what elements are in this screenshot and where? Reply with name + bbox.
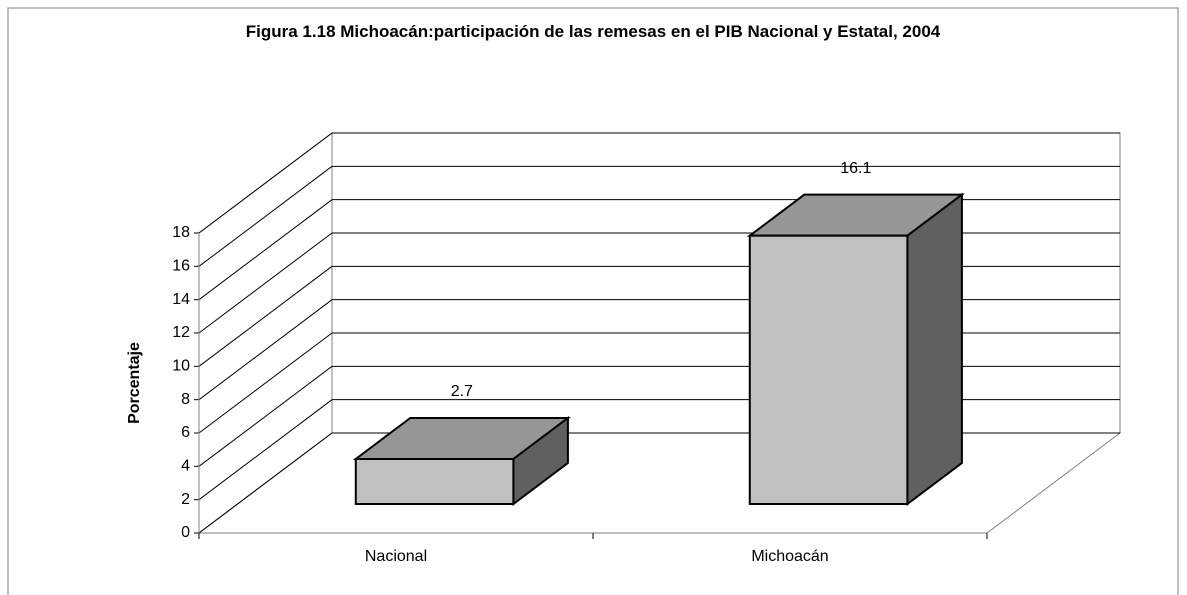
bar [354,458,515,505]
y-tick-label: 10 [172,358,190,375]
grid-line [198,132,333,234]
grid-line [198,332,333,434]
floor [197,432,1122,534]
y-tick-label: 16 [172,258,190,275]
grid-line [198,199,333,301]
grid-line [198,399,333,501]
grid-line [198,165,333,267]
bar-side [906,192,963,507]
y-tick-label: 8 [181,391,190,408]
y-tick-label: 4 [181,458,190,475]
data-label: 16.1 [840,160,871,177]
grid-line [198,432,333,534]
bar [748,234,909,506]
grid-line [198,365,333,467]
chart-title: Figura 1.18 Michoacán:participación de l… [245,22,941,41]
y-tick-label: 2 [181,491,190,508]
y-axis-label: Porcentaje [126,342,143,424]
y-tick-label: 6 [181,424,190,441]
chart-border [7,7,1179,595]
side-wall [198,131,333,535]
grid-line [198,299,333,401]
data-label: 2.7 [451,383,473,400]
y-tick-label: 14 [172,291,190,308]
x-tick-label: Michoacán [751,548,828,565]
y-tick-label: 18 [172,224,190,241]
grid-line [198,265,333,367]
y-tick-label: 12 [172,324,190,341]
y-tick-label: 0 [181,524,190,541]
x-tick-label: Nacional [365,548,427,565]
grid-line [198,232,333,334]
